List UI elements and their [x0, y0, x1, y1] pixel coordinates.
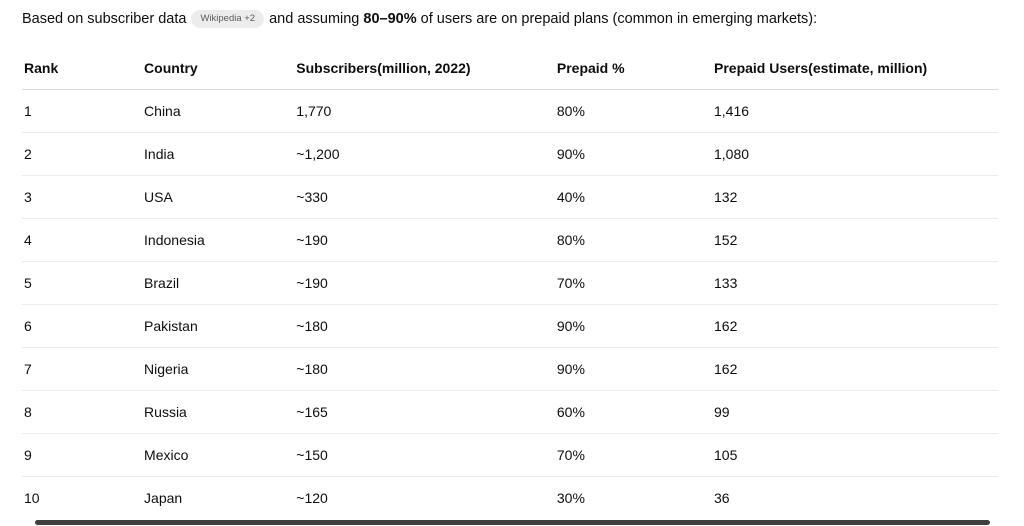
- column-header: Prepaid Users(estimate, million): [712, 46, 998, 90]
- table-cell: 70%: [554, 261, 712, 305]
- table-cell: Indonesia: [142, 218, 295, 262]
- table-cell: 162: [712, 304, 998, 348]
- table-row: 1 China 1,770 80% 1,416: [22, 89, 998, 133]
- table-cell: Russia: [142, 390, 295, 434]
- table-row: 10 Japan ~120 30% 36: [22, 477, 998, 520]
- table-cell: 80%: [554, 218, 712, 262]
- table-cell: 70%: [554, 433, 712, 477]
- table-cell: ~120: [296, 490, 328, 507]
- table-cell: ~150: [294, 433, 555, 477]
- table-row: 5 Brazil ~190 70% 133: [22, 261, 998, 305]
- table-cell: Mexico: [142, 433, 295, 477]
- table-cell: Nigeria: [142, 347, 295, 391]
- table-cell: Pakistan: [142, 304, 295, 348]
- table-cell: 132: [712, 175, 998, 219]
- table-row: 2 India ~1,200 90% 1,080: [22, 132, 998, 176]
- column-header: Prepaid %: [554, 46, 712, 90]
- table-cell: 90%: [554, 304, 712, 348]
- table-cell: 1,416: [712, 89, 998, 133]
- table-cell: 1: [22, 89, 143, 133]
- table-cell: 3: [22, 175, 143, 219]
- table-cell: 60%: [554, 390, 712, 434]
- table-cell: 105: [712, 433, 998, 477]
- intro-after: of users are on prepaid plans (common in…: [420, 11, 818, 27]
- table-body: 1 China 1,770 80% 1,416 2 India ~1,200 90% 1,080 3…: [22, 89, 998, 520]
- horizontal-scrollbar[interactable]: [35, 520, 990, 525]
- table-cell: 36: [714, 490, 730, 507]
- table-row: 3 USA ~330 40% 132: [22, 175, 998, 219]
- table-cell: 80%: [554, 89, 712, 133]
- table-cell: 99: [712, 390, 998, 434]
- table-row: 8 Russia ~165 60% 99: [22, 390, 998, 434]
- intro-before: Based on subscriber data: [22, 11, 187, 27]
- table-cell: 1,080: [712, 132, 998, 176]
- table-cell: 90%: [554, 347, 712, 391]
- table-cell: 133: [712, 261, 998, 305]
- table-cell: 2: [22, 132, 143, 176]
- table-cell: 152: [712, 218, 998, 262]
- table-row: 9 Mexico ~150 70% 105: [22, 433, 998, 477]
- table-cell: 162: [712, 347, 998, 391]
- table-cell: ~190: [294, 218, 555, 262]
- table-row: 6 Pakistan ~180 90% 162: [22, 304, 998, 348]
- source-citation-badge[interactable]: Wikipedia +2: [191, 10, 265, 28]
- table-cell: ~180: [294, 304, 555, 348]
- table-cell: 90%: [554, 132, 712, 176]
- table-cell: 40%: [554, 175, 712, 219]
- table-cell: India: [142, 132, 295, 176]
- intro-text: Based on subscriber data Wikipedia +2 and …: [22, 10, 998, 28]
- table-row: 4 Indonesia ~190 80% 152: [22, 218, 998, 262]
- table-cell: 7: [22, 347, 143, 391]
- table-cell: ~165: [294, 390, 555, 434]
- table-cell: Brazil: [142, 261, 295, 305]
- intro-bold: 80–90%: [363, 11, 417, 27]
- table-cell: 5: [22, 261, 143, 305]
- table-cell: 9: [22, 433, 143, 477]
- table-header-row: Rank Country Subscribers(million, 2022) Pre…: [22, 46, 998, 90]
- table-cell: USA: [142, 175, 295, 219]
- table-cell: China: [142, 89, 295, 133]
- table-cell: ~180: [294, 347, 555, 391]
- column-header: Rank: [22, 46, 143, 90]
- column-header: Subscribers(million, 2022): [294, 46, 555, 90]
- table-cell: ~190: [294, 261, 555, 305]
- table-row: 7 Nigeria ~180 90% 162: [22, 347, 998, 391]
- table-cell: 4: [22, 218, 143, 262]
- table-cell: 10: [24, 490, 40, 507]
- column-header: Country: [142, 46, 295, 90]
- prepaid-users-table: Rank Country Subscribers(million, 2022) Pre…: [22, 46, 998, 520]
- table-cell: 1,770: [294, 89, 555, 133]
- table-cell: ~1,200: [294, 132, 555, 176]
- table-cell: ~330: [294, 175, 555, 219]
- table-cell: 6: [22, 304, 143, 348]
- table-cell: 30%: [556, 490, 585, 507]
- table-cell: Japan: [144, 490, 183, 507]
- table-cell: 8: [22, 390, 143, 434]
- intro-middle: and assuming: [269, 11, 360, 27]
